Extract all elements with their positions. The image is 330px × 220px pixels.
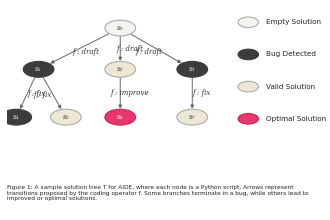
- Circle shape: [238, 81, 258, 92]
- Text: Empty Solution: Empty Solution: [266, 19, 320, 25]
- Circle shape: [105, 61, 136, 77]
- Text: f : improve: f : improve: [111, 89, 149, 97]
- Text: s₅: s₅: [62, 113, 69, 121]
- Text: f : draft: f : draft: [116, 45, 143, 53]
- Text: s₇: s₇: [189, 113, 196, 121]
- Text: Bug Detected: Bug Detected: [266, 51, 315, 57]
- Text: s₁: s₁: [35, 65, 42, 73]
- Text: f : draft: f : draft: [136, 48, 163, 56]
- Circle shape: [238, 49, 258, 60]
- Text: s₄: s₄: [13, 113, 19, 121]
- Text: Figure 1: A sample solution tree T for AIDE, where each node is a Python script.: Figure 1: A sample solution tree T for A…: [7, 185, 308, 201]
- Circle shape: [105, 109, 136, 125]
- Text: f : fix: f : fix: [27, 90, 46, 98]
- Circle shape: [50, 109, 81, 125]
- Text: s₃: s₃: [189, 65, 196, 73]
- Circle shape: [238, 17, 258, 28]
- Circle shape: [177, 109, 208, 125]
- Circle shape: [105, 20, 136, 36]
- Text: s₂: s₂: [117, 65, 123, 73]
- Text: f : fix: f : fix: [193, 89, 211, 97]
- Circle shape: [238, 114, 258, 124]
- Text: f : fix: f : fix: [34, 91, 52, 99]
- Text: s₀: s₀: [117, 24, 123, 32]
- Text: Valid Solution: Valid Solution: [266, 84, 315, 90]
- Text: f : draft: f : draft: [73, 48, 100, 56]
- Text: s₆: s₆: [117, 113, 123, 121]
- Text: Optimal Solution: Optimal Solution: [266, 116, 326, 122]
- Circle shape: [177, 61, 208, 77]
- Circle shape: [1, 109, 32, 125]
- Circle shape: [23, 61, 54, 77]
